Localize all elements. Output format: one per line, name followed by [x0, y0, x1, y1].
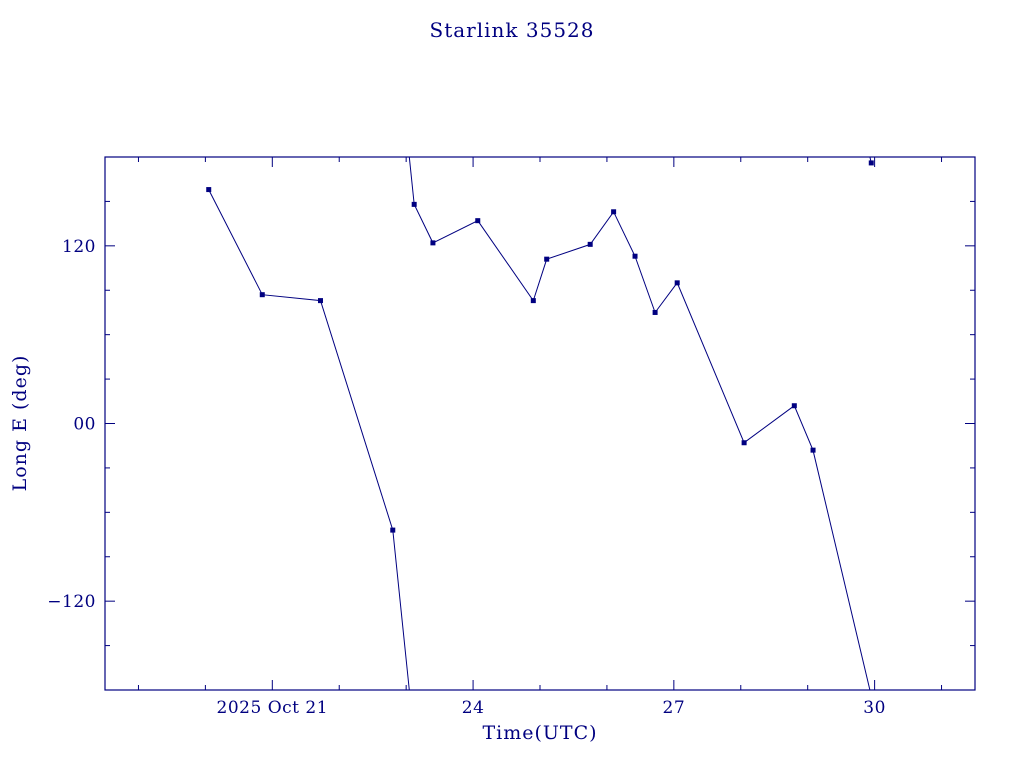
data-point-marker [632, 253, 638, 259]
y-tick-label: −120 [47, 592, 96, 612]
data-point-marker [530, 298, 536, 304]
data-point-marker [652, 309, 658, 315]
data-point-marker [411, 201, 417, 207]
x-tick-label: 2025 Oct 21 [217, 698, 329, 718]
data-point-marker [259, 292, 265, 298]
data-point-marker [430, 240, 436, 246]
data-point-marker [791, 403, 797, 409]
series-line [408, 156, 871, 691]
x-tick-label: 27 [663, 698, 686, 718]
data-point-marker [810, 447, 816, 453]
data-point-marker [475, 218, 481, 224]
data-point-marker [317, 298, 323, 304]
x-tick-label: 30 [863, 698, 886, 718]
data-point-marker [741, 440, 747, 446]
series-line [208, 189, 410, 691]
x-axis-label: Time(UTC) [482, 722, 598, 744]
data-point-marker [674, 280, 680, 286]
data-point-marker [544, 256, 550, 262]
chart-title: Starlink 35528 [429, 18, 595, 42]
data-point-marker [587, 241, 593, 247]
data-point-marker [611, 209, 617, 215]
plot-frame [104, 156, 976, 691]
y-tick-label: 120 [62, 237, 96, 257]
data-point-marker [868, 160, 874, 166]
y-tick-label: 00 [73, 415, 96, 435]
data-point-marker [206, 187, 212, 193]
data-point-marker [390, 527, 396, 533]
x-tick-label: 24 [462, 698, 485, 718]
